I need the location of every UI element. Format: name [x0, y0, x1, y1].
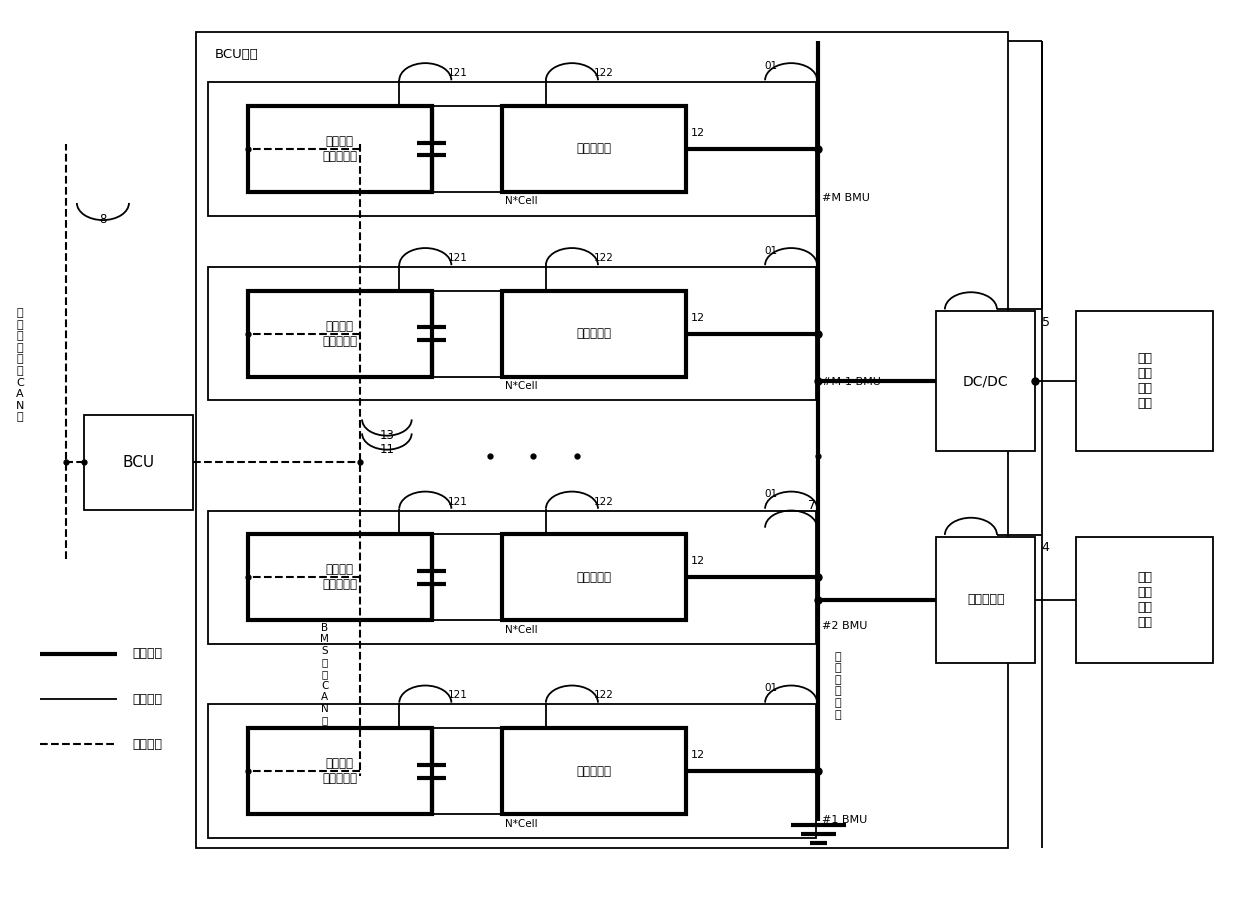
Text: 高压线束: 高压线束 — [133, 648, 162, 660]
Text: 12: 12 — [691, 127, 706, 138]
Text: 122: 122 — [594, 496, 614, 507]
Text: N*Cell: N*Cell — [505, 381, 537, 391]
Bar — [248, 106, 432, 192]
Bar — [502, 291, 686, 377]
Text: 01: 01 — [765, 60, 777, 71]
Text: 01: 01 — [765, 683, 777, 694]
Text: #M-1 BMU: #M-1 BMU — [822, 377, 880, 388]
Text: 第二级均衡: 第二级均衡 — [577, 765, 611, 778]
Bar — [502, 729, 686, 814]
Text: 121: 121 — [448, 68, 467, 78]
Text: N*Cell: N*Cell — [505, 818, 537, 829]
Text: 控制器及
第一级均衡: 控制器及 第一级均衡 — [322, 563, 357, 592]
Text: 控制器及
第一级均衡: 控制器及 第一级均衡 — [322, 134, 357, 163]
Text: BCU: BCU — [123, 455, 155, 470]
Text: 01: 01 — [765, 489, 777, 500]
Bar — [208, 511, 816, 644]
Text: BCU辅电: BCU辅电 — [215, 48, 258, 60]
Bar — [208, 82, 816, 216]
Text: 121: 121 — [448, 253, 467, 263]
Text: 电
动
汽
车
内
部
C
A
N
网: 电 动 汽 车 内 部 C A N 网 — [16, 308, 24, 422]
Bar — [196, 32, 1008, 848]
Text: 01: 01 — [765, 245, 777, 256]
Text: 12: 12 — [691, 312, 706, 323]
Text: 5: 5 — [1042, 316, 1049, 328]
Text: 功率变换器: 功率变换器 — [967, 594, 1004, 606]
Bar — [502, 534, 686, 621]
Text: 控制器及
第一级均衡: 控制器及 第一级均衡 — [322, 319, 357, 348]
Bar — [936, 311, 1035, 451]
Bar — [936, 537, 1035, 663]
Text: 低压线束: 低压线束 — [133, 693, 162, 705]
Bar — [1076, 537, 1213, 663]
Text: 7: 7 — [808, 499, 816, 511]
Text: 第二级均衡: 第二级均衡 — [577, 327, 611, 340]
Text: 11: 11 — [379, 443, 394, 456]
Text: 第二级均衡: 第二级均衡 — [577, 143, 611, 155]
Bar — [502, 106, 686, 192]
Text: 4: 4 — [1042, 541, 1049, 554]
Text: 12: 12 — [691, 556, 706, 566]
Text: DC/DC: DC/DC — [963, 374, 1008, 388]
Text: N*Cell: N*Cell — [505, 624, 537, 635]
Bar — [84, 415, 193, 510]
Text: 车内
低压
辅助
设备: 车内 低压 辅助 设备 — [1137, 352, 1152, 410]
Text: 121: 121 — [448, 496, 467, 507]
Text: 车内
高压
辅助
设备: 车内 高压 辅助 设备 — [1137, 571, 1152, 629]
Text: 控制器及
第一级均衡: 控制器及 第一级均衡 — [322, 757, 357, 786]
Text: 通信总线: 通信总线 — [133, 738, 162, 750]
Text: 122: 122 — [594, 690, 614, 701]
Bar — [248, 291, 432, 377]
Text: 122: 122 — [594, 253, 614, 263]
Text: 第二级均衡: 第二级均衡 — [577, 571, 611, 584]
Bar — [208, 704, 816, 838]
Text: #2 BMU: #2 BMU — [822, 621, 868, 631]
Text: #M BMU: #M BMU — [822, 192, 870, 203]
Text: #1 BMU: #1 BMU — [822, 815, 867, 825]
Bar — [1076, 311, 1213, 451]
Text: B
M
S
内
部
C
A
N
网: B M S 内 部 C A N 网 — [320, 623, 330, 725]
Text: 121: 121 — [448, 690, 467, 701]
Bar — [248, 729, 432, 814]
Bar — [208, 267, 816, 400]
Text: 8: 8 — [99, 213, 107, 226]
Text: 辅
电
高
压
母
线: 辅 电 高 压 母 线 — [835, 651, 841, 720]
Text: 122: 122 — [594, 68, 614, 78]
Text: N*Cell: N*Cell — [505, 196, 537, 207]
Text: 12: 12 — [691, 750, 706, 760]
Text: 13: 13 — [379, 429, 394, 442]
Bar — [248, 534, 432, 621]
